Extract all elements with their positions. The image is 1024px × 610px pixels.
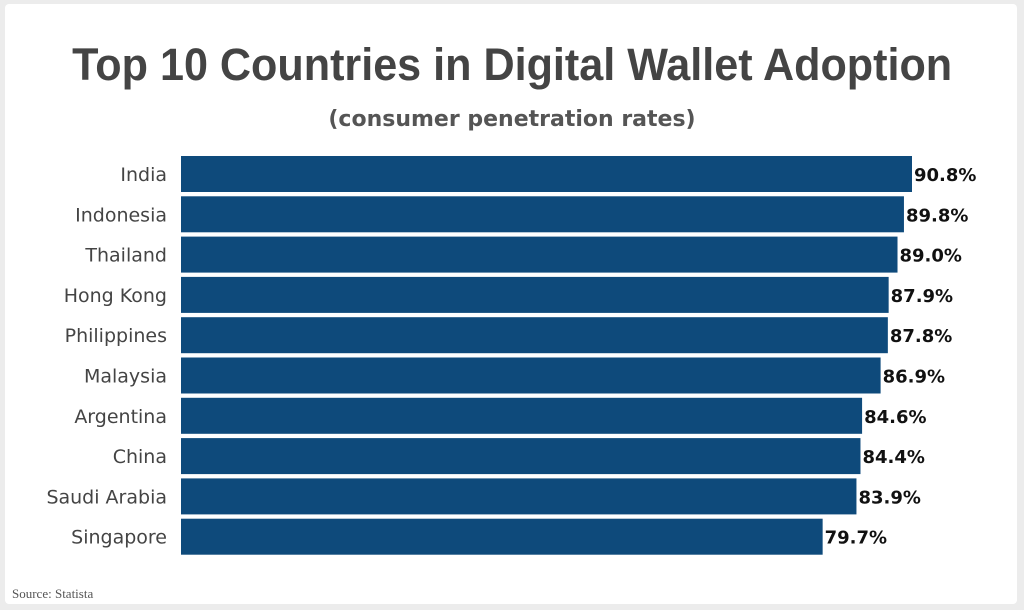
chart-title-container: Top 10 Countries in Digital Wallet Adopt… [0,38,1024,94]
bar-india [181,156,912,192]
bar-saudi-arabia [181,478,857,515]
data-label: 90.8% [914,165,976,186]
data-label: 84.6% [864,407,926,428]
bar-indonesia [181,196,904,233]
data-label: 84.4% [862,447,924,468]
bar-china [181,438,861,475]
bar-thailand [181,236,898,273]
data-label: 79.7% [825,528,887,549]
source-note: Source: Statista [12,586,94,601]
bar-philippines [181,317,888,354]
data-label: 87.8% [890,326,952,347]
chart-subtitle: (consumer penetration rates) [328,107,696,132]
category-label: Singapore [71,527,167,549]
data-label: 89.8% [906,205,968,226]
bar-malaysia [181,357,881,394]
category-label: Philippines [65,325,167,347]
category-label: Indonesia [75,204,167,226]
chart-title: Top 10 Countries in Digital Wallet Adopt… [72,39,952,90]
data-label: 87.9% [891,286,953,307]
data-label: 86.9% [883,367,945,388]
bar-argentina [181,397,863,434]
category-label: Malaysia [84,366,167,388]
category-label: China [113,446,167,468]
category-label: Saudi Arabia [46,486,167,508]
data-label: 89.0% [900,246,962,267]
category-label: Argentina [74,406,167,428]
category-label: Thailand [84,245,167,267]
bar-singapore [181,518,823,555]
category-label: India [120,164,167,186]
bar-hong-kong [181,276,889,313]
category-label: Hong Kong [64,285,167,307]
data-label: 83.9% [858,487,920,508]
